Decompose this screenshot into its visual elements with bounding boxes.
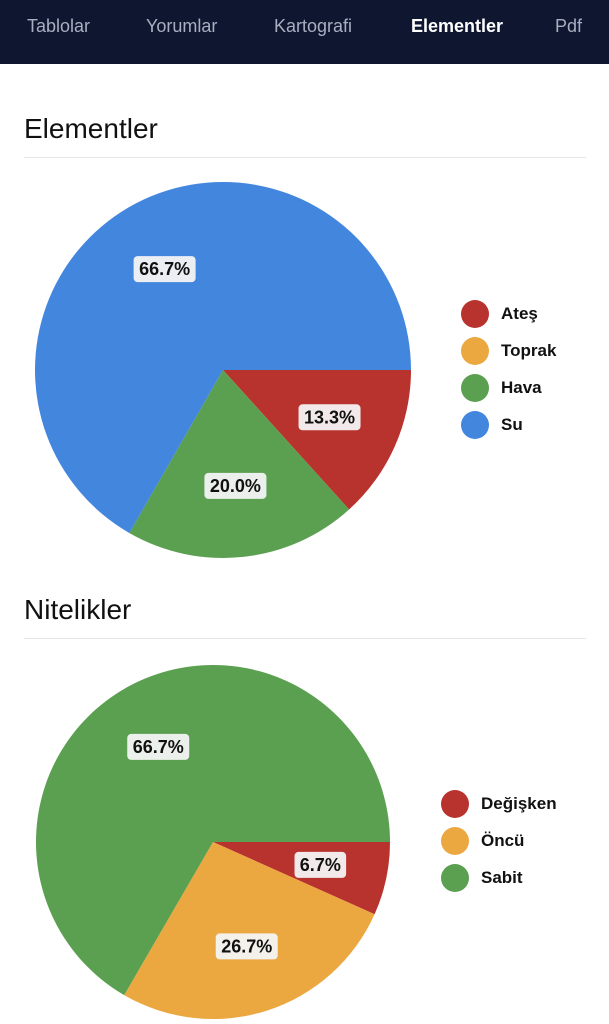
section-title-nitelikler: Nitelikler bbox=[24, 594, 132, 625]
tab-tablolar[interactable]: Tablolar bbox=[27, 16, 91, 36]
pie-slice-hava[interactable] bbox=[129, 370, 350, 558]
legend-swatch-sabit bbox=[441, 864, 469, 892]
legend-swatch-hava bbox=[461, 374, 489, 402]
legend-label-ates: Ateş bbox=[501, 304, 538, 323]
pie-label-bg-sabit bbox=[127, 733, 190, 760]
pie-label-bg-ates bbox=[298, 404, 361, 431]
pie-label-text-oncu: 26.7% bbox=[221, 936, 272, 956]
legend-label-oncu: Öncü bbox=[481, 831, 525, 850]
legend-swatch-degisken bbox=[441, 790, 469, 818]
pie-label-sabit: 66.7% bbox=[127, 733, 190, 760]
pie-label-ates: 13.3% bbox=[298, 404, 361, 431]
pie-label-text-ates: 13.3% bbox=[304, 407, 355, 427]
pie-slice-sabit[interactable] bbox=[36, 665, 391, 996]
legend-swatch-oncu bbox=[441, 827, 469, 855]
legend-label-sabit: Sabit bbox=[481, 868, 523, 887]
pie-label-bg-oncu bbox=[215, 933, 278, 960]
pie-label-text-su: 66.7% bbox=[139, 259, 190, 279]
section-divider bbox=[24, 157, 586, 158]
legend-label-su: Su bbox=[501, 415, 523, 434]
pie-label-su: 66.7% bbox=[133, 256, 196, 283]
legend-swatch-su bbox=[461, 411, 489, 439]
section-title-elementler: Elementler bbox=[24, 113, 158, 144]
tab-elementler[interactable]: Elementler bbox=[411, 16, 504, 36]
pie-label-oncu: 26.7% bbox=[215, 933, 278, 960]
pie-label-text-hava: 20.0% bbox=[210, 476, 261, 496]
tab-yorumlar[interactable]: Yorumlar bbox=[146, 16, 218, 36]
tab-pdf[interactable]: Pdf bbox=[555, 16, 583, 36]
pie-label-text-sabit: 66.7% bbox=[133, 737, 184, 757]
legend-label-hava: Hava bbox=[501, 378, 542, 397]
legend-swatch-ates bbox=[461, 300, 489, 328]
section-divider bbox=[24, 638, 586, 639]
pie-label-bg-degisken bbox=[294, 851, 347, 878]
pie-label-bg-hava bbox=[204, 472, 267, 499]
tab-kartografi[interactable]: Kartografi bbox=[274, 16, 353, 36]
pie-label-hava: 20.0% bbox=[204, 472, 267, 499]
top-navigation-bar: Tablolar Yorumlar Kartografi Elementler … bbox=[0, 0, 609, 64]
pie-label-bg-su bbox=[133, 256, 196, 283]
pie-slice-ates[interactable] bbox=[223, 370, 411, 510]
pie-label-degisken: 6.7% bbox=[294, 851, 347, 878]
pie-slice-su[interactable] bbox=[34, 181, 411, 534]
legend-swatch-toprak bbox=[461, 337, 489, 365]
legend-label-toprak: Toprak bbox=[501, 341, 557, 360]
pie-label-text-degisken: 6.7% bbox=[300, 855, 341, 875]
legend-label-degisken: Değişken bbox=[481, 794, 557, 813]
pie-slice-oncu[interactable] bbox=[124, 842, 375, 1019]
